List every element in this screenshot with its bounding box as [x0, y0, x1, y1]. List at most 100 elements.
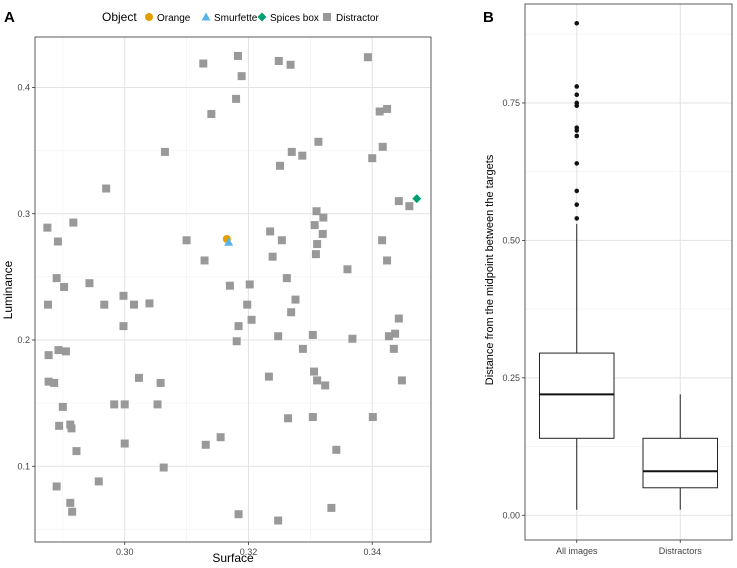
boxplot-frame — [524, 3, 733, 541]
scatter-point-distractor — [160, 147, 169, 156]
scatter-panel: 0.30 0.32 0.34 0.1 0.2 0.3 0.4 Surface Luminan… — [1, 36, 432, 565]
scatter-point-distractor — [405, 202, 414, 211]
legend-label-distractor: Distractor — [336, 13, 379, 24]
legend-marker-orange — [145, 13, 153, 21]
legend-marker-spices-box — [257, 12, 267, 22]
scatter-point-distractor — [363, 53, 372, 62]
scatter-point-distractor — [375, 107, 384, 116]
scatter-point-distractor — [318, 229, 327, 238]
scatter-point-distractor — [119, 322, 128, 331]
legend-title: Object — [102, 10, 137, 24]
scatter-point-distractor — [232, 337, 241, 346]
boxplot-y-axis-title: Distance from the midpoint between the t… — [484, 154, 496, 385]
scatter-point-distractor — [43, 300, 52, 309]
scatter-points — [43, 51, 422, 525]
legend-label-smurfette: Smurfette — [214, 13, 258, 24]
scatter-x-tick-label: 0.30 — [116, 547, 134, 557]
panel-label-a: A — [4, 9, 15, 26]
scatter-point-distractor — [120, 439, 129, 448]
scatter-point-distractor — [234, 510, 243, 519]
scatter-point-distractor — [314, 137, 323, 146]
scatter-point-distractor — [237, 72, 246, 81]
boxplot-outlier — [574, 133, 580, 139]
boxplot-box — [642, 437, 719, 489]
boxplot-boxes — [538, 20, 719, 510]
boxplot-outlier — [574, 103, 580, 109]
boxplot-outlier — [574, 161, 580, 166]
scatter-point-distractor — [119, 291, 128, 300]
scatter-point-distractor — [287, 147, 296, 156]
scatter-point-distractor — [130, 300, 138, 309]
scatter-point-distractor — [391, 329, 400, 338]
scatter-point-distractor — [134, 373, 143, 382]
scatter-point-distractor — [200, 256, 209, 265]
scatter-point-distractor — [52, 482, 61, 491]
scatter-point-distractor — [53, 237, 62, 246]
scatter-point-distractor — [308, 413, 317, 422]
scatter-point-distractor — [319, 213, 328, 222]
scatter-point-distractor — [310, 221, 319, 230]
scatter-point-distractor — [54, 346, 63, 355]
scatter-point-distractor — [60, 282, 69, 291]
boxplot-x-tick-label: All images — [556, 546, 598, 556]
scatter-point-distractor — [266, 227, 275, 236]
scatter-point-distractor — [312, 207, 321, 216]
boxplot-outlier — [574, 202, 580, 207]
boxplot-y-tick-label: 0.75 — [502, 98, 520, 108]
scatter-point-distractor — [327, 503, 336, 512]
scatter-point-distractor — [321, 381, 330, 390]
scatter-point-distractor — [55, 421, 64, 430]
legend: Object Orange Smurfette Spices box Distr… — [102, 10, 379, 24]
scatter-point-spices-box — [412, 194, 422, 204]
legend-marker-distractor — [323, 13, 331, 21]
scatter-point-distractor — [44, 377, 53, 386]
scatter-point-distractor — [287, 308, 296, 317]
boxplot-ticks: 0.00 0.25 0.50 0.75 All images Distractors — [502, 98, 702, 556]
scatter-point-distractor — [282, 274, 291, 283]
legend-item-orange: Orange — [145, 13, 191, 24]
scatter-point-distractor — [274, 332, 283, 341]
scatter-point-distractor — [247, 315, 256, 324]
scatter-point-distractor — [182, 236, 191, 245]
scatter-point-distractor — [69, 218, 78, 227]
boxplot-y-tick-label: 0.50 — [502, 235, 520, 245]
scatter-point-distractor — [66, 498, 75, 507]
boxplot-panel: 0.00 0.25 0.50 0.75 All images Distractors Di… — [484, 3, 733, 556]
scatter-point-distractor — [94, 477, 103, 486]
scatter-point-distractor — [394, 197, 403, 206]
scatter-point-smurfette — [224, 237, 234, 246]
scatter-point-distractor — [343, 265, 352, 274]
scatter-point-distractor — [159, 463, 168, 472]
legend-item-smurfette: Smurfette — [201, 12, 258, 24]
scatter-y-tick-label: 0.3 — [17, 209, 30, 219]
scatter-point-distractor — [50, 378, 59, 387]
scatter-point-distractor — [383, 104, 392, 113]
scatter-point-distractor — [274, 56, 283, 65]
scatter-point-distractor — [311, 250, 320, 259]
scatter-point-distractor — [72, 447, 81, 456]
scatter-point-distractor — [368, 154, 377, 163]
scatter-point-distractor — [58, 402, 67, 411]
scatter-point-distractor — [298, 344, 307, 353]
scatter-point-distractor — [216, 433, 225, 442]
scatter-point-distractor — [277, 236, 286, 245]
scatter-point-distractor — [225, 281, 234, 290]
scatter-point-distractor — [85, 279, 94, 288]
boxplot-outlier — [574, 128, 580, 133]
scatter-point-distractor — [68, 507, 77, 516]
scatter-point-distractor — [201, 440, 210, 449]
scatter-point-distractor — [110, 400, 119, 409]
scatter-y-tick-label: 0.2 — [17, 335, 30, 345]
boxplot-y-tick-label: 0.00 — [502, 510, 520, 520]
scatter-point-distractor — [67, 424, 76, 433]
scatter-point-distractor — [384, 332, 393, 341]
boxplot-outlier — [574, 84, 580, 89]
scatter-point-distractor — [313, 240, 322, 249]
scatter-point-distractor — [383, 256, 392, 265]
scatter-point-distractor — [274, 516, 283, 525]
scatter-point-distractor — [233, 51, 242, 60]
scatter-point-distractor — [378, 236, 387, 245]
scatter-point-distractor — [232, 94, 241, 103]
scatter-point-distractor — [286, 60, 295, 69]
